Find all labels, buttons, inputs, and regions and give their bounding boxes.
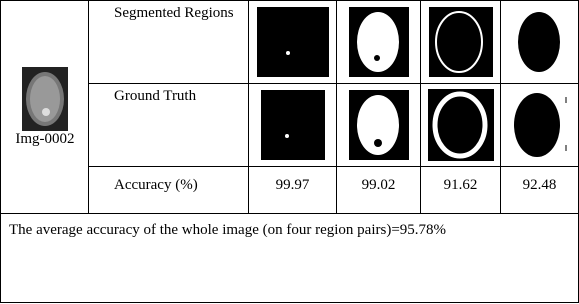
accuracy-value: 99.02 [337, 167, 421, 214]
image-label: Img-0002 [15, 131, 75, 148]
segment-image [429, 7, 493, 77]
image-cell: Img-0002 [1, 1, 89, 214]
image-cell [249, 1, 337, 84]
accuracy-value: 99.97 [249, 167, 337, 214]
image-cell [501, 1, 579, 84]
truth-image [511, 89, 569, 161]
row-segmented: Img-0002 Segmented Regions [1, 1, 579, 84]
segment-image [515, 7, 565, 77]
image-cell [337, 84, 421, 167]
image-cell [421, 84, 501, 167]
mri-thumbnail [22, 67, 68, 131]
page: {"table": { "image_label": "Img-0002", "… [0, 0, 579, 304]
image-cell [249, 84, 337, 167]
truth-image [428, 89, 494, 161]
accuracy-value: 92.48 [501, 167, 579, 214]
truth-image [261, 90, 325, 160]
accuracy-value: 91.62 [421, 167, 501, 214]
row-label: Segmented Regions [89, 1, 249, 84]
segment-image [349, 7, 409, 77]
truth-image [349, 90, 409, 160]
row-footer: The average accuracy of the whole image … [1, 214, 579, 303]
image-cell [337, 1, 421, 84]
results-table: Img-0002 Segmented Regions Ground Truth … [0, 0, 579, 303]
image-cell [501, 84, 579, 167]
row-label: Accuracy (%) [89, 167, 249, 214]
segment-image [257, 7, 329, 77]
row-label: Ground Truth [89, 84, 249, 167]
footer-text: The average accuracy of the whole image … [1, 214, 579, 303]
image-cell [421, 1, 501, 84]
